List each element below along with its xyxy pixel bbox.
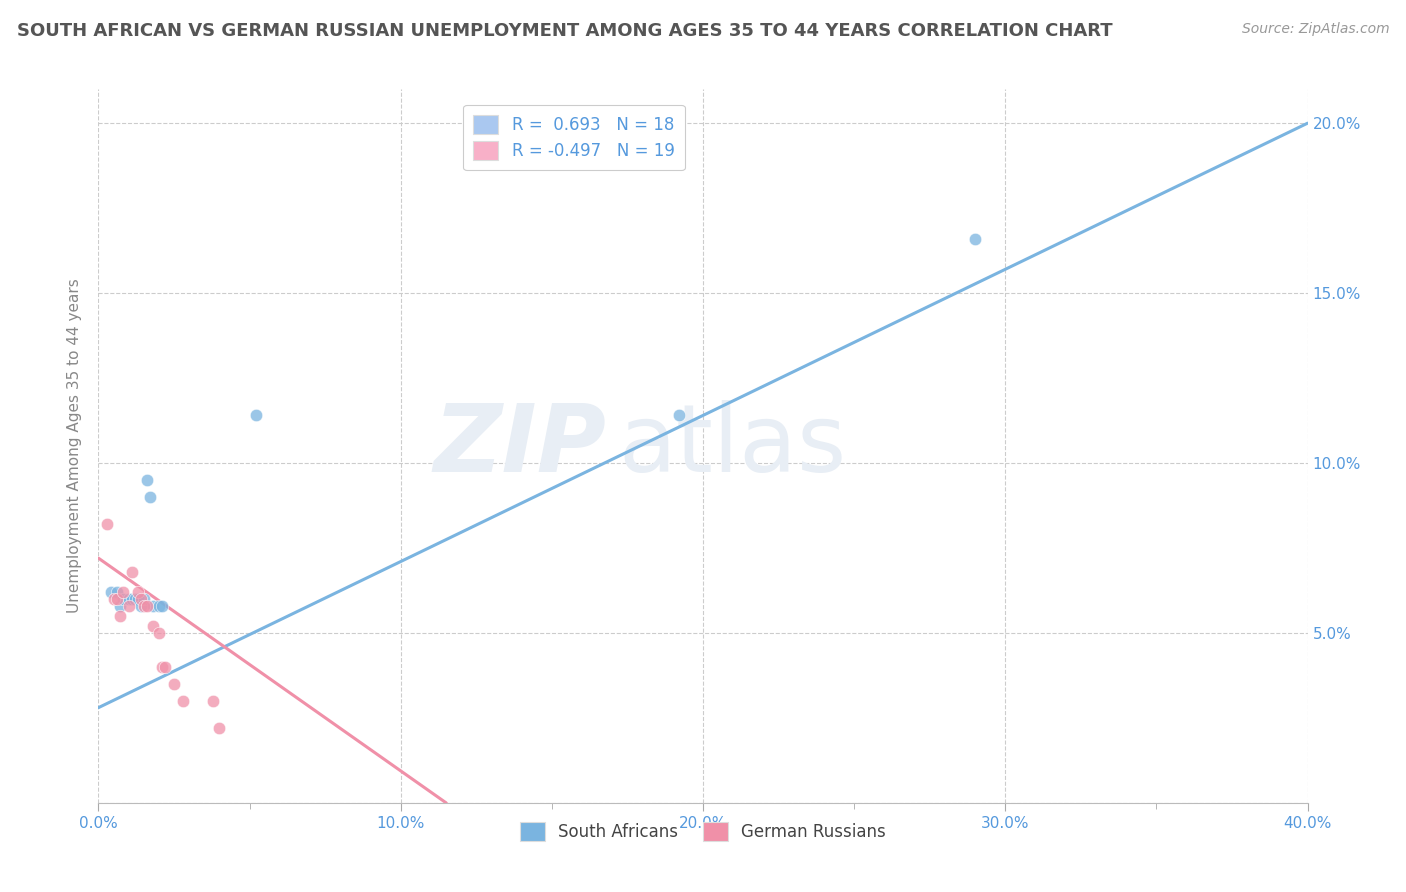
Point [202,694,225,708]
Point [150,599,173,613]
Point [139,490,162,504]
Point [103,591,125,606]
Point [135,473,157,487]
Text: Source: ZipAtlas.com: Source: ZipAtlas.com [1241,22,1389,37]
Point [135,599,157,613]
Point [118,591,141,606]
Point [127,591,149,606]
Point [148,599,170,613]
Point [121,591,143,606]
Point [132,599,155,613]
Point [124,591,146,606]
Point [148,626,170,640]
Point [150,660,173,674]
Point [111,591,134,606]
Point [163,677,186,691]
Point [142,599,165,613]
Point [100,585,122,599]
Legend: South Africans, German Russians: South Africans, German Russians [513,815,893,848]
Point [129,599,152,613]
Text: SOUTH AFRICAN VS GERMAN RUSSIAN UNEMPLOYMENT AMONG AGES 35 TO 44 YEARS CORRELATI: SOUTH AFRICAN VS GERMAN RUSSIAN UNEMPLOY… [17,22,1112,40]
Point [153,660,176,674]
Point [118,599,141,613]
Point [172,694,194,708]
Point [668,409,690,423]
Point [108,599,131,613]
Point [105,585,128,599]
Point [142,619,165,633]
Point [111,585,134,599]
Point [129,591,152,606]
Text: ZIP: ZIP [433,400,606,492]
Point [108,608,131,623]
Point [105,591,128,606]
Point [965,232,987,246]
Point [132,591,155,606]
Point [121,565,143,579]
Text: atlas: atlas [619,400,846,492]
Point [208,721,231,735]
Point [127,585,149,599]
Y-axis label: Unemployment Among Ages 35 to 44 years: Unemployment Among Ages 35 to 44 years [67,278,83,614]
Point [245,409,267,423]
Point [96,517,118,532]
